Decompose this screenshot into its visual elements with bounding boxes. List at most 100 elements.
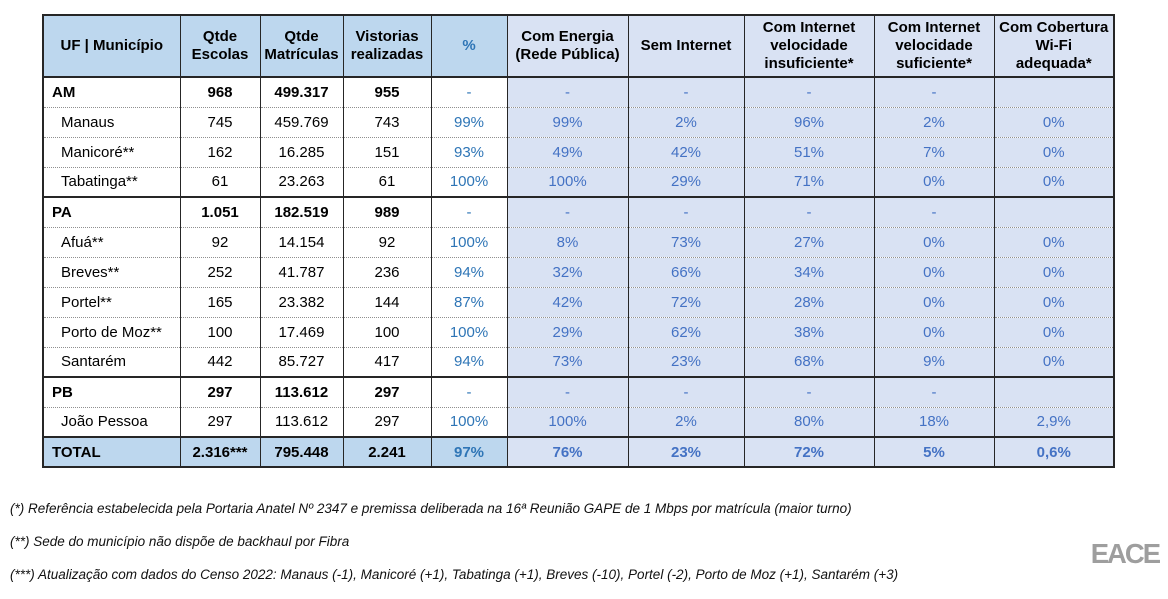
value-cell: - bbox=[507, 76, 629, 107]
value-cell: 32% bbox=[507, 256, 629, 287]
value-cell: 0% bbox=[994, 316, 1115, 347]
value-cell bbox=[994, 376, 1115, 407]
table-row: Manaus 745 459.769 743 99% 99% 2% 96% 2% 0% bbox=[43, 106, 1115, 137]
value-cell: 76% bbox=[507, 436, 629, 467]
value-cell: 968 bbox=[180, 76, 261, 107]
value-cell: 61 bbox=[180, 166, 261, 197]
footnotes: (*) Referência estabelecida pela Portari… bbox=[10, 500, 1010, 599]
table-row: Afuá** 92 14.154 92 100% 8% 73% 27% 0% 0% bbox=[43, 226, 1115, 257]
value-cell: - bbox=[507, 196, 629, 227]
value-cell: 42% bbox=[628, 136, 745, 167]
table-row: Porto de Moz** 100 17.469 100 100% 29% 62% 38% 0… bbox=[43, 316, 1115, 347]
value-cell: 68% bbox=[744, 346, 875, 377]
value-cell: - bbox=[507, 376, 629, 407]
table-row: Manicoré** 162 16.285 151 93% 49% 42% 51% 7% 0% bbox=[43, 136, 1115, 167]
value-cell: 459.769 bbox=[260, 106, 344, 137]
value-cell: 38% bbox=[744, 316, 875, 347]
value-cell: 72% bbox=[744, 436, 875, 467]
value-cell: 16.285 bbox=[260, 136, 344, 167]
value-cell: - bbox=[874, 196, 995, 227]
table-row: Santarém 442 85.727 417 94% 73% 23% 68% 9% 0% bbox=[43, 346, 1115, 377]
value-cell: 151 bbox=[343, 136, 432, 167]
value-cell: 165 bbox=[180, 286, 261, 317]
value-cell: - bbox=[874, 76, 995, 107]
value-cell: 7% bbox=[874, 136, 995, 167]
row-label-cell: Breves** bbox=[43, 256, 181, 287]
value-cell: - bbox=[628, 376, 745, 407]
value-cell: 0% bbox=[994, 136, 1115, 167]
value-cell: 2% bbox=[628, 106, 745, 137]
col-header-qtde-escolas: Qtde Escolas bbox=[180, 15, 261, 78]
value-cell: 182.519 bbox=[260, 196, 344, 227]
value-cell: 100% bbox=[431, 166, 508, 197]
row-label-cell: AM bbox=[43, 76, 181, 107]
value-cell: 236 bbox=[343, 256, 432, 287]
value-cell: 0% bbox=[874, 226, 995, 257]
col-header-vistorias: Vistorias realizadas bbox=[343, 15, 432, 78]
col-header-percent: % bbox=[431, 15, 508, 78]
value-cell: 100 bbox=[343, 316, 432, 347]
value-cell: 94% bbox=[431, 256, 508, 287]
row-label-cell: Manaus bbox=[43, 106, 181, 137]
value-cell: 18% bbox=[874, 406, 995, 437]
eace-logo: EACE bbox=[1090, 538, 1161, 569]
value-cell: 2.316*** bbox=[180, 436, 261, 467]
value-cell: 297 bbox=[343, 406, 432, 437]
value-cell: 92 bbox=[180, 226, 261, 257]
value-cell: 51% bbox=[744, 136, 875, 167]
value-cell: 0% bbox=[994, 256, 1115, 287]
value-cell: 743 bbox=[343, 106, 432, 137]
value-cell: 297 bbox=[180, 376, 261, 407]
value-cell: 23.382 bbox=[260, 286, 344, 317]
value-cell: 100 bbox=[180, 316, 261, 347]
table-row: PA 1.051 182.519 989- - - - - bbox=[43, 196, 1115, 227]
value-cell: 1.051 bbox=[180, 196, 261, 227]
value-cell: 0% bbox=[994, 226, 1115, 257]
value-cell: 2.241 bbox=[343, 436, 432, 467]
value-cell: 23.263 bbox=[260, 166, 344, 197]
value-cell: 0% bbox=[874, 316, 995, 347]
value-cell: 989 bbox=[343, 196, 432, 227]
value-cell bbox=[994, 76, 1115, 107]
table-header: UF | Município Qtde Escolas Qtde Matrícu… bbox=[43, 15, 1115, 78]
row-label-cell: PA bbox=[43, 196, 181, 227]
value-cell: 72% bbox=[628, 286, 745, 317]
value-cell: 0% bbox=[874, 166, 995, 197]
footnote-1: (*) Referência estabelecida pela Portari… bbox=[10, 501, 852, 516]
col-header-wifi-adequada: Com Cobertura Wi-Fi adequada* bbox=[994, 15, 1115, 78]
table-row: AM 968 499.317 955- - - - - bbox=[43, 76, 1115, 107]
value-cell: 0% bbox=[994, 346, 1115, 377]
value-cell: 42% bbox=[507, 286, 629, 317]
value-cell: 73% bbox=[628, 226, 745, 257]
value-cell: 62% bbox=[628, 316, 745, 347]
value-cell: 66% bbox=[628, 256, 745, 287]
value-cell: - bbox=[431, 196, 508, 227]
value-cell: 8% bbox=[507, 226, 629, 257]
value-cell: 99% bbox=[431, 106, 508, 137]
col-header-internet-suficiente: Com Internet velocidade suficiente* bbox=[874, 15, 995, 78]
value-cell: 417 bbox=[343, 346, 432, 377]
value-cell: 99% bbox=[507, 106, 629, 137]
value-cell: - bbox=[628, 76, 745, 107]
value-cell: 96% bbox=[744, 106, 875, 137]
value-cell: 23% bbox=[628, 346, 745, 377]
row-label-cell: TOTAL bbox=[43, 436, 181, 467]
value-cell: - bbox=[744, 76, 875, 107]
value-cell: 0% bbox=[994, 166, 1115, 197]
value-cell: 297 bbox=[343, 376, 432, 407]
value-cell: 113.612 bbox=[260, 406, 344, 437]
value-cell: - bbox=[874, 376, 995, 407]
row-label-cell: João Pessoa bbox=[43, 406, 181, 437]
table-row: TOTAL 2.316*** 795.448 2.241 97% 76% 23% 72% 5% 0… bbox=[43, 436, 1115, 467]
value-cell: 27% bbox=[744, 226, 875, 257]
value-cell: 2% bbox=[874, 106, 995, 137]
value-cell: 442 bbox=[180, 346, 261, 377]
value-cell: 97% bbox=[431, 436, 508, 467]
table-row: Tabatinga** 61 23.263 61 100% 100% 29% 71% 0% 0% bbox=[43, 166, 1115, 197]
col-header-qtde-matriculas: Qtde Matrículas bbox=[260, 15, 344, 78]
value-cell: 29% bbox=[507, 316, 629, 347]
value-cell: 113.612 bbox=[260, 376, 344, 407]
row-label-cell: Afuá** bbox=[43, 226, 181, 257]
col-header-energia: Com Energia (Rede Pública) bbox=[507, 15, 629, 78]
value-cell: 795.448 bbox=[260, 436, 344, 467]
